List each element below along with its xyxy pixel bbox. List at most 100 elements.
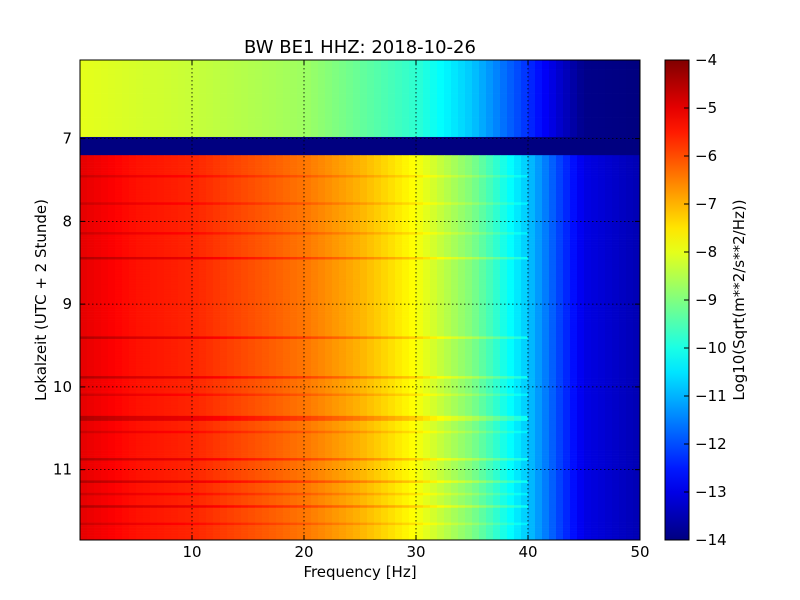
heatmap-cell	[605, 60, 613, 66]
heatmap-cell	[395, 224, 403, 228]
heatmap-cell	[395, 79, 403, 85]
heatmap-cell	[80, 199, 88, 203]
heatmap-cell	[423, 212, 431, 216]
heatmap-cell	[143, 98, 151, 104]
heatmap-cell	[185, 79, 193, 85]
heatmap-cell	[367, 194, 375, 198]
heatmap-cell	[276, 175, 284, 178]
heatmap-cell	[346, 175, 354, 178]
heatmap-cell	[374, 227, 382, 230]
heatmap-cell	[563, 136, 571, 156]
heatmap-cell	[591, 177, 599, 181]
heatmap-cell	[486, 84, 494, 90]
heatmap-cell	[297, 117, 305, 123]
heatmap-cell	[283, 172, 291, 176]
heatmap-cell	[248, 259, 256, 263]
heatmap-cell	[206, 170, 214, 173]
heatmap-cell	[556, 170, 564, 173]
heatmap-cell	[549, 155, 557, 158]
heatmap-cell	[94, 209, 102, 213]
heatmap-cell	[500, 254, 508, 258]
heatmap-cell	[465, 98, 473, 104]
heatmap-cell	[136, 214, 144, 218]
heatmap-cell	[598, 122, 606, 128]
heatmap-cell	[605, 227, 613, 230]
heatmap-cell	[150, 189, 158, 193]
heatmap-cell	[136, 103, 144, 109]
heatmap-cell	[374, 117, 382, 123]
heatmap-cell	[486, 252, 494, 255]
heatmap-cell	[157, 88, 165, 94]
heatmap-cell	[94, 197, 102, 201]
heatmap-cell	[178, 204, 186, 208]
heatmap-cell	[437, 69, 445, 75]
heatmap-cell	[353, 60, 361, 66]
heatmap-cell	[290, 189, 298, 193]
heatmap-cell	[507, 112, 515, 118]
heatmap-cell	[486, 177, 494, 181]
heatmap-cell	[283, 227, 291, 230]
heatmap-cell	[381, 103, 389, 109]
heatmap-cell	[115, 175, 123, 178]
heatmap-cell	[402, 187, 410, 191]
heatmap-cell	[542, 199, 550, 203]
heatmap-cell	[458, 189, 466, 193]
heatmap-cell	[549, 227, 557, 230]
heatmap-cell	[227, 162, 235, 166]
heatmap-cell	[262, 247, 270, 250]
heatmap-cell	[220, 222, 228, 226]
heatmap-cell	[311, 69, 319, 75]
heatmap-cell	[360, 93, 368, 99]
heatmap-cell	[367, 234, 375, 238]
heatmap-cell	[430, 117, 438, 123]
heatmap-cell	[213, 74, 221, 80]
heatmap-cell	[318, 74, 326, 80]
heatmap-cell	[234, 234, 242, 238]
heatmap-cell	[409, 93, 417, 99]
heatmap-cell	[185, 127, 193, 133]
heatmap-cell	[290, 229, 298, 233]
heatmap-cell	[108, 207, 116, 211]
heatmap-cell	[549, 224, 557, 228]
heatmap-cell	[605, 172, 613, 176]
heatmap-cell	[479, 184, 487, 188]
heatmap-cell	[178, 224, 186, 228]
heatmap-cell	[346, 199, 354, 203]
heatmap-cell	[367, 192, 375, 196]
heatmap-cell	[157, 227, 165, 230]
heatmap-cell	[577, 239, 585, 243]
heatmap-cell	[570, 172, 578, 176]
heatmap-cell	[297, 180, 305, 183]
heatmap-cell	[458, 239, 466, 243]
heatmap-cell	[164, 219, 172, 223]
heatmap-cell	[570, 155, 578, 158]
heatmap-cell	[423, 234, 431, 238]
heatmap-cell	[220, 112, 228, 118]
heatmap-cell	[521, 227, 529, 230]
heatmap-cell	[605, 112, 613, 118]
heatmap-cell	[122, 222, 130, 226]
heatmap-cell	[507, 199, 515, 203]
heatmap-cell	[528, 60, 536, 66]
heatmap-cell	[143, 239, 151, 243]
heatmap-cell	[234, 247, 242, 250]
heatmap-cell	[178, 244, 186, 248]
heatmap-cell	[136, 180, 144, 183]
heatmap-cell	[304, 69, 312, 75]
heatmap-cell	[591, 132, 599, 138]
heatmap-cell	[80, 127, 88, 133]
heatmap-cell	[619, 136, 627, 156]
heatmap-cell	[416, 132, 424, 138]
heatmap-cell	[262, 227, 270, 230]
heatmap-cell	[283, 162, 291, 166]
heatmap-cell	[353, 112, 361, 118]
heatmap-cell	[570, 189, 578, 193]
heatmap-cell	[80, 157, 88, 161]
heatmap-cell	[451, 160, 459, 163]
heatmap-cell	[493, 242, 501, 245]
heatmap-cell	[143, 234, 151, 238]
heatmap-cell	[164, 249, 172, 253]
heatmap-cell	[332, 180, 340, 183]
heatmap-cell	[549, 132, 557, 138]
heatmap-cell	[304, 234, 312, 238]
